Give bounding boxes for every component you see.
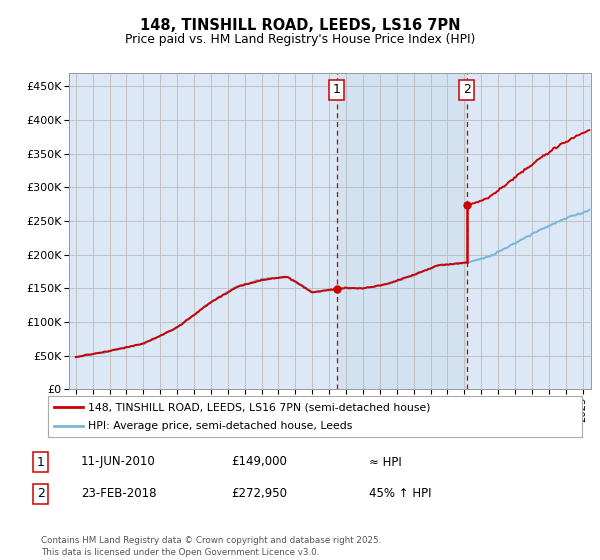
Text: £272,950: £272,950 <box>231 487 287 501</box>
Text: 45% ↑ HPI: 45% ↑ HPI <box>369 487 431 501</box>
Text: 1: 1 <box>37 455 45 469</box>
Text: HPI: Average price, semi-detached house, Leeds: HPI: Average price, semi-detached house,… <box>88 421 352 431</box>
Text: 148, TINSHILL ROAD, LEEDS, LS16 7PN: 148, TINSHILL ROAD, LEEDS, LS16 7PN <box>140 18 460 32</box>
Text: 23-FEB-2018: 23-FEB-2018 <box>81 487 157 501</box>
Text: Price paid vs. HM Land Registry's House Price Index (HPI): Price paid vs. HM Land Registry's House … <box>125 32 475 46</box>
Text: 11-JUN-2010: 11-JUN-2010 <box>81 455 156 469</box>
Text: 2: 2 <box>37 487 45 501</box>
Text: Contains HM Land Registry data © Crown copyright and database right 2025.
This d: Contains HM Land Registry data © Crown c… <box>41 536 381 557</box>
Text: ≈ HPI: ≈ HPI <box>369 455 402 469</box>
Text: 2: 2 <box>463 83 470 96</box>
Text: 148, TINSHILL ROAD, LEEDS, LS16 7PN (semi-detached house): 148, TINSHILL ROAD, LEEDS, LS16 7PN (sem… <box>88 403 431 412</box>
Text: £149,000: £149,000 <box>231 455 287 469</box>
Bar <box>337 73 467 389</box>
Text: 1: 1 <box>333 83 341 96</box>
